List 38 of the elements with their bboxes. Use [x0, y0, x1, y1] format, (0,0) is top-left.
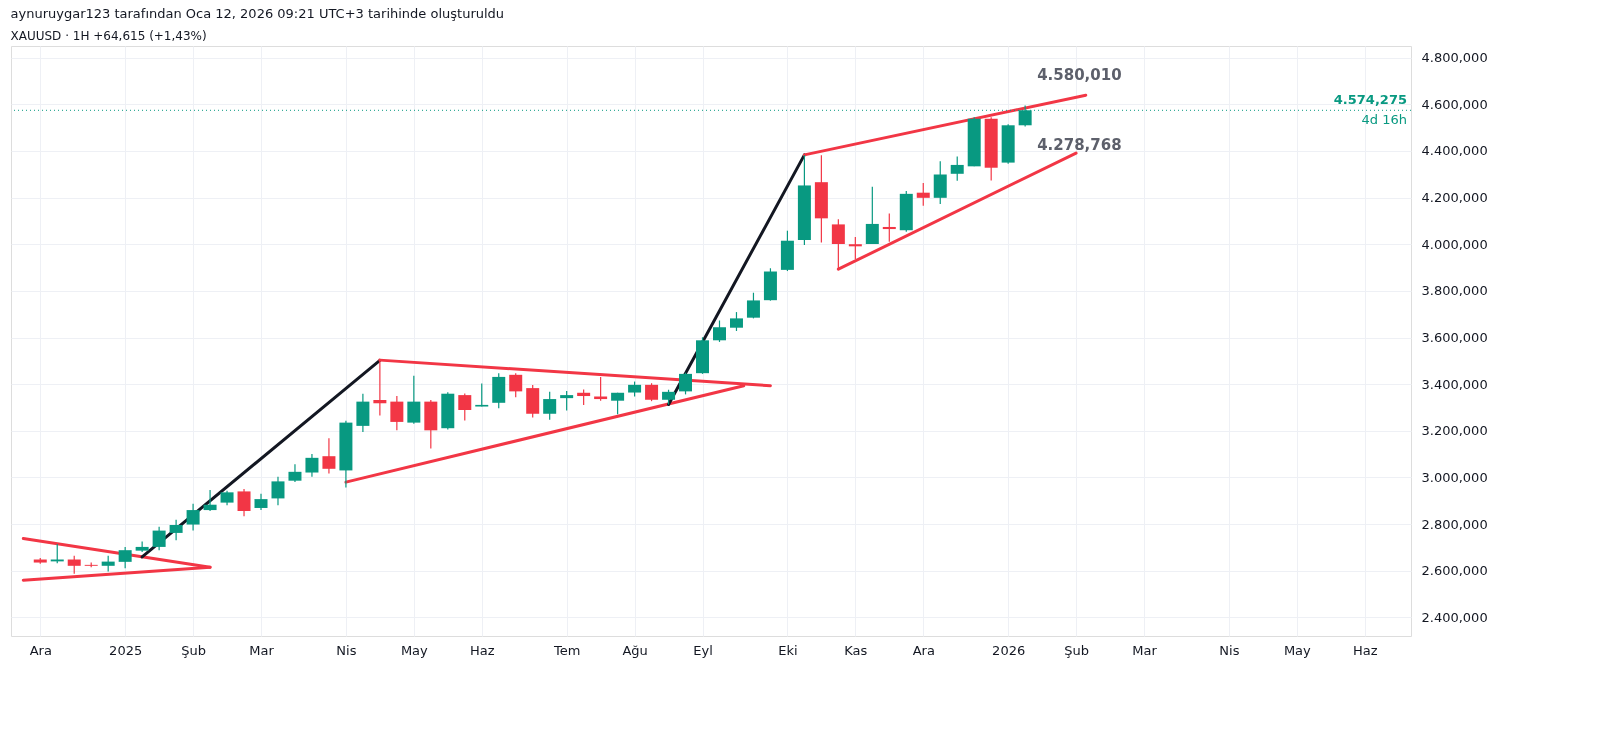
annotation: 4d 16h [1361, 112, 1407, 128]
annotation: 4.580,010 [1037, 65, 1122, 84]
chart-title: aynuruygar123 tarafından Oca 12, 2026 09:21 UTC+3 tarihinde oluşturuldu [10, 6, 505, 21]
y-tick-label: 4.600,000 [1421, 96, 1488, 112]
x-tick-label: Tem [552, 642, 581, 658]
x-tick-label: Nis [1219, 642, 1240, 658]
x-tick-label: Haz [469, 642, 495, 658]
x-tick-label: Ağu [622, 642, 648, 658]
x-tick-label: Kas [844, 642, 868, 658]
annotation: 4.278,768 [1037, 136, 1122, 155]
x-tick-label: Eyl [693, 642, 713, 658]
x-tick-label: Şub [181, 642, 206, 658]
y-tick-label: 2.600,000 [1421, 563, 1488, 579]
x-tick-label: 2026 [992, 642, 1026, 658]
x-tick-label: Nis [336, 642, 357, 658]
y-tick-label: 4.400,000 [1421, 143, 1488, 159]
y-tick-label: 4.000,000 [1421, 236, 1488, 252]
x-tick-label: Haz [1352, 642, 1378, 658]
y-tick-label: 3.200,000 [1421, 423, 1488, 439]
x-tick-label: May [400, 642, 429, 658]
y-tick-label: 3.400,000 [1421, 376, 1488, 392]
x-tick-label: May [1283, 642, 1312, 658]
x-tick-label: Şub [1064, 642, 1089, 658]
x-tick-label: Ara [912, 642, 935, 658]
chart-subtitle: XAUUSD · 1H +64,615 (+1,43%) [10, 29, 207, 43]
x-tick-label: Ara [29, 642, 52, 658]
y-tick-label: 3.000,000 [1421, 469, 1488, 485]
x-tick-label: Eki [778, 642, 798, 658]
y-tick-label: 2.800,000 [1421, 516, 1488, 532]
y-tick-label: 2.400,000 [1421, 609, 1488, 625]
y-tick-label: 4.800,000 [1421, 50, 1488, 66]
ref-line-label: 4.574,275 [1333, 92, 1407, 108]
y-tick-label: 3.600,000 [1421, 330, 1488, 345]
y-tick-label: 3.800,000 [1421, 283, 1488, 299]
y-tick-label: 4.200,000 [1421, 190, 1488, 206]
x-tick-label: 2025 [109, 642, 143, 658]
x-tick-label: Mar [249, 642, 275, 658]
x-tick-label: Mar [1132, 642, 1158, 658]
